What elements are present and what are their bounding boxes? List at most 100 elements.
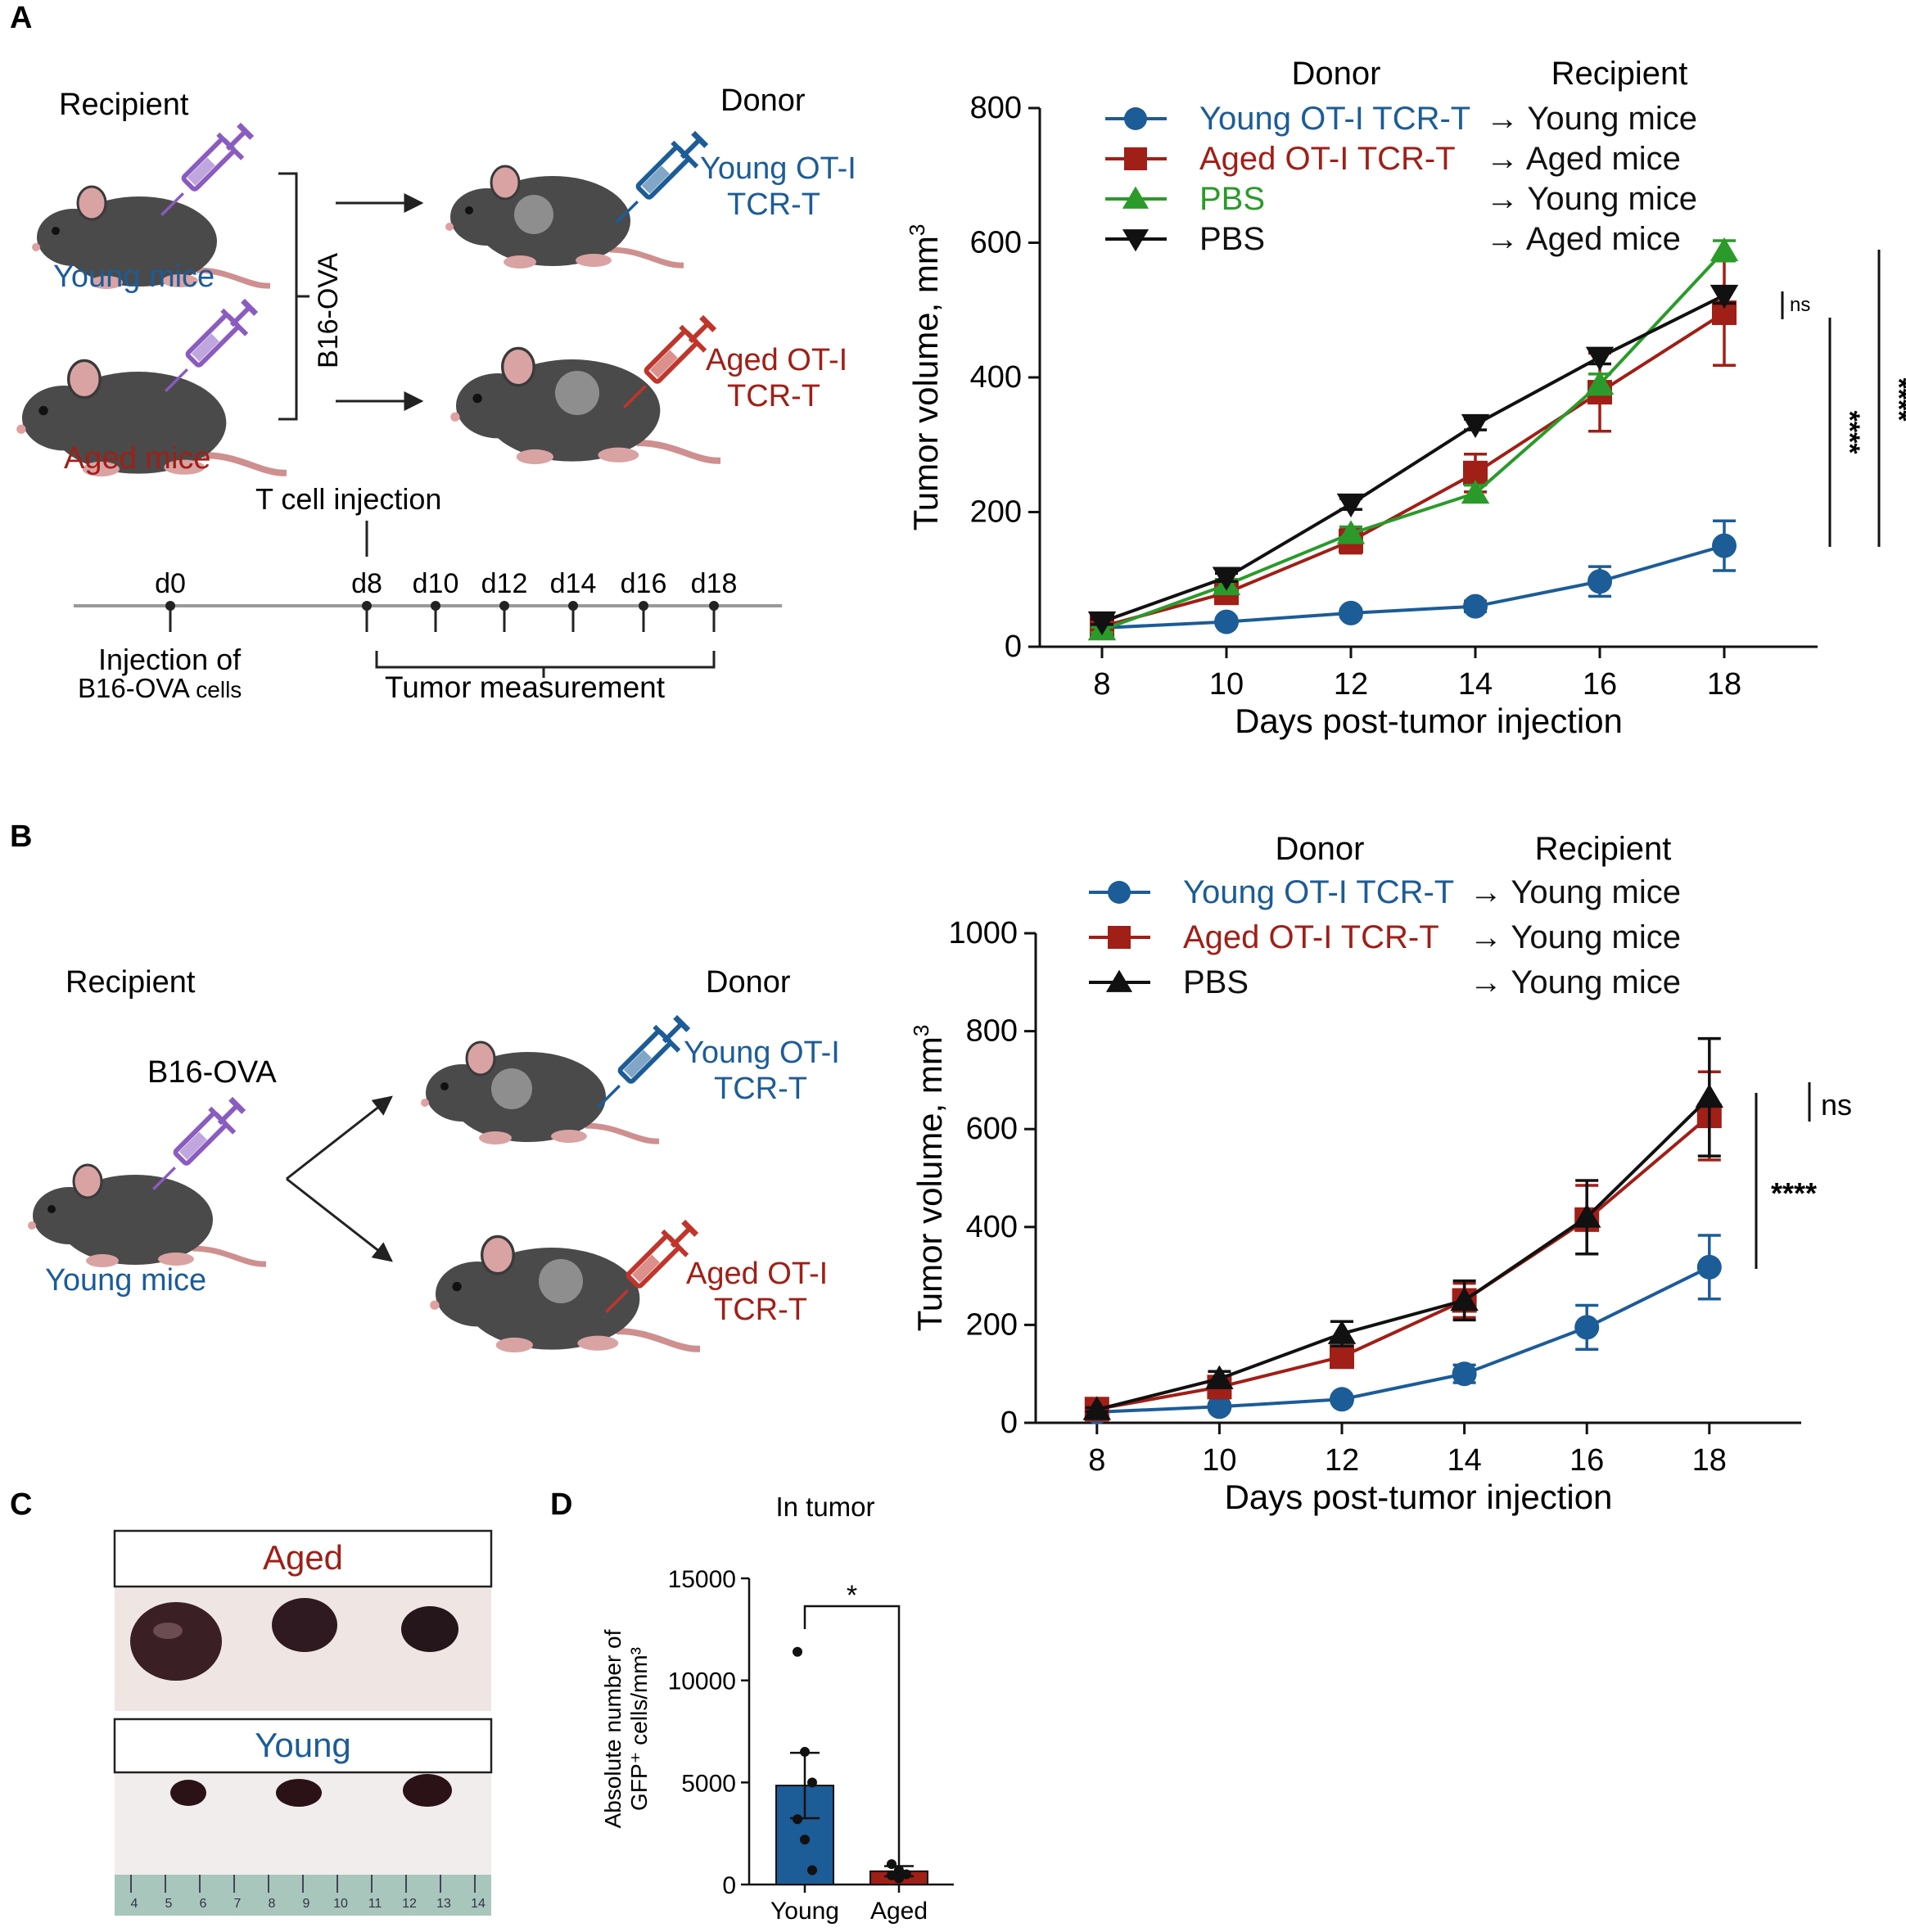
young-tumor (276, 1779, 322, 1807)
data-point (1696, 1254, 1722, 1280)
y-axis-label-sup: 3 (905, 224, 929, 236)
timeline-days: d0 d8 d10 d12 d14 d16 d18 (155, 568, 737, 632)
panel-label-d: D (550, 1487, 572, 1522)
data-point (1330, 1387, 1354, 1412)
x-tick-label: 14 (1447, 1443, 1481, 1478)
aged-tumor (130, 1602, 222, 1681)
ruler-tick-label: 12 (402, 1897, 417, 1911)
syringe-icon (165, 300, 255, 390)
injection-label: Injection of (98, 643, 242, 676)
series-line (1101, 250, 1726, 632)
data-point (1108, 926, 1131, 949)
data-point (1712, 533, 1737, 558)
series-3 (1087, 284, 1739, 636)
ruler-tick-label: 4 (131, 1897, 138, 1911)
timeline-dot (165, 601, 175, 611)
y-tick-label: 200 (966, 1307, 1018, 1342)
legend-recipient: → Aged mice (1486, 141, 1681, 177)
y-tick-label: 400 (970, 360, 1022, 395)
data-point (1105, 969, 1133, 992)
y-tick-label: 15000 (668, 1566, 736, 1593)
timeline-dot (362, 601, 372, 611)
tumor-icon (491, 1068, 532, 1109)
sig-label: **** (1771, 1176, 1817, 1210)
chart-a: 0 200 400 600 800 8 10 12 14 16 18 Days post-tumor … (905, 56, 1906, 740)
young-label-box (113, 1718, 493, 1774)
b16-ova-label: B16-OVA (147, 1055, 277, 1090)
aged-donor-label: TCR-T (714, 1293, 807, 1327)
data-point (887, 1859, 897, 1870)
data-point (887, 1870, 897, 1880)
young-tumor (403, 1774, 452, 1807)
data-point (1124, 107, 1147, 130)
syringe-icon (598, 1017, 688, 1107)
x-tick-label: 8 (1093, 667, 1110, 702)
data-point (1205, 1365, 1234, 1389)
donor-label: Donor (706, 965, 791, 1000)
legend-header-recipient: Recipient (1535, 831, 1672, 867)
data-point (1122, 229, 1149, 252)
y-axis-label-text: Tumor volume, mm (910, 1036, 949, 1331)
data-point (1336, 493, 1366, 518)
legend-label: PBS (1199, 181, 1265, 217)
panel-label-c: C (10, 1487, 32, 1522)
legend-label: Young OT-I TCR-T (1199, 101, 1470, 137)
series-line (1096, 1114, 1711, 1411)
series-line (1101, 293, 1725, 624)
legend-label: Aged OT-I TCR-T (1199, 141, 1456, 177)
legend-label: Aged OT-I TCR-T (1183, 919, 1439, 955)
young-mice-label: Young mice (45, 1263, 206, 1298)
recipient-label: Recipient (65, 965, 196, 1000)
y-tick-label: 0 (1005, 630, 1022, 664)
data-point (1452, 1361, 1477, 1387)
series-2 (1082, 1036, 1724, 1420)
y-tick-label: 10000 (668, 1668, 736, 1695)
data-point (1588, 569, 1612, 594)
arrow (286, 1095, 393, 1180)
data-point (1461, 479, 1490, 504)
y-tick-label: 800 (966, 1014, 1018, 1049)
sig-label-ns: ns (1821, 1088, 1852, 1122)
chart-b: 0 200 400 600 800 1000 8 10 12 14 16 18 Days post-tu… (909, 831, 1852, 1516)
tumor-icon (514, 195, 553, 234)
series-line (1101, 311, 1726, 629)
x-tick-label: 14 (1458, 667, 1493, 702)
y-tick-label: 0 (722, 1872, 736, 1899)
x-tick-label: Young (770, 1898, 839, 1925)
aged-tumor (272, 1598, 337, 1652)
timeline-dot (431, 601, 440, 611)
legend: Donor Recipient Young OT-I TCR-T → Young mi… (1089, 831, 1681, 1000)
recipient-label: Recipient (59, 88, 189, 122)
data-point (1574, 1315, 1600, 1340)
x-tick-label: 12 (1334, 667, 1368, 702)
data-point (1327, 1320, 1357, 1344)
y-tick-label: 5000 (681, 1770, 736, 1797)
data-point (1461, 413, 1490, 439)
y-axis-label: GFP⁺ cells/mm³ (626, 1647, 652, 1811)
data-point (1585, 370, 1615, 395)
legend-header-donor: Donor (1292, 56, 1381, 92)
series-0 (1090, 519, 1737, 640)
data-point (901, 1869, 911, 1880)
young-donor-label: TCR-T (714, 1072, 807, 1106)
timeline-day-label: d18 (691, 568, 738, 599)
timeline-dot (709, 601, 719, 611)
timeline-day-label: d14 (550, 568, 597, 599)
legend-label: Young OT-I TCR-T (1183, 874, 1454, 910)
legend-recipient: → Young mice (1470, 919, 1681, 955)
sig-bracket (803, 1605, 901, 1867)
aged-label-box (113, 1529, 493, 1588)
x-tick-label: 8 (1088, 1443, 1105, 1478)
young-photo-label: Young (255, 1726, 351, 1764)
timeline-day-label: d0 (155, 568, 186, 599)
data-point (1330, 1344, 1354, 1370)
ruler-tick-label: 7 (234, 1897, 242, 1911)
schematic-b: Recipient Donor B16-OVA Young mice Young… (28, 965, 840, 1352)
legend-recipient: → Young mice (1470, 874, 1681, 910)
data-point (1214, 609, 1239, 634)
data-point (800, 1746, 810, 1757)
young-mouse-icon (28, 1165, 282, 1267)
sig-label-ns: ns (1790, 294, 1810, 316)
y-axis-label-text: Tumor volume, mm (906, 236, 945, 530)
